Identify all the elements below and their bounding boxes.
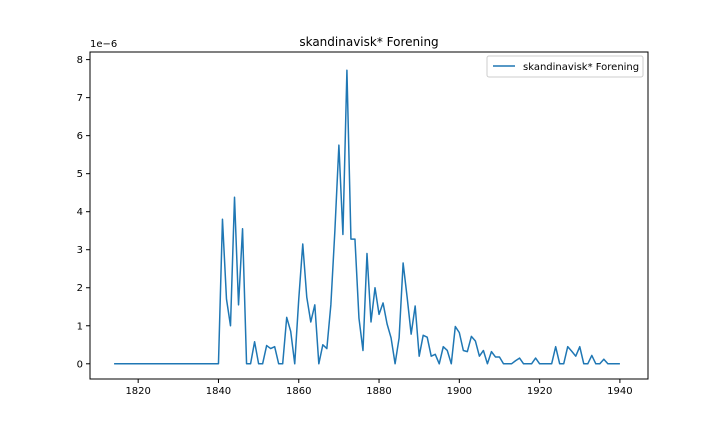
y-axis-ticks: 0 1 2 3 4 5 6 7 8 <box>77 55 90 370</box>
y-tick-label: 5 <box>77 169 83 180</box>
x-axis-ticks: 1820 1840 1860 1880 1900 1920 1940 <box>125 379 633 397</box>
x-tick-label: 1880 <box>366 386 391 397</box>
y-tick-label: 6 <box>77 131 83 142</box>
series-line <box>114 69 620 365</box>
chart-title: skandinavisk* Forening <box>299 35 438 49</box>
y-axis-offset-label: 1e−6 <box>90 39 117 50</box>
y-tick-label: 4 <box>77 207 83 218</box>
y-tick-label: 2 <box>77 283 83 294</box>
y-tick-label: 7 <box>77 93 83 104</box>
x-tick-label: 1860 <box>286 386 311 397</box>
x-tick-label: 1940 <box>607 386 632 397</box>
x-tick-label: 1920 <box>527 386 552 397</box>
legend-label: skandinavisk* Forening <box>523 62 639 73</box>
x-tick-label: 1820 <box>125 386 150 397</box>
plot-frame <box>89 51 649 380</box>
legend: skandinavisk* Forening <box>486 55 644 78</box>
y-tick-label: 1 <box>77 321 83 332</box>
y-tick-label: 0 <box>77 359 83 370</box>
y-tick-label: 8 <box>77 55 83 66</box>
legend-box <box>486 55 644 78</box>
y-tick-label: 3 <box>77 245 83 256</box>
series-group <box>114 69 620 365</box>
x-tick-label: 1900 <box>447 386 472 397</box>
x-tick-label: 1840 <box>206 386 231 397</box>
